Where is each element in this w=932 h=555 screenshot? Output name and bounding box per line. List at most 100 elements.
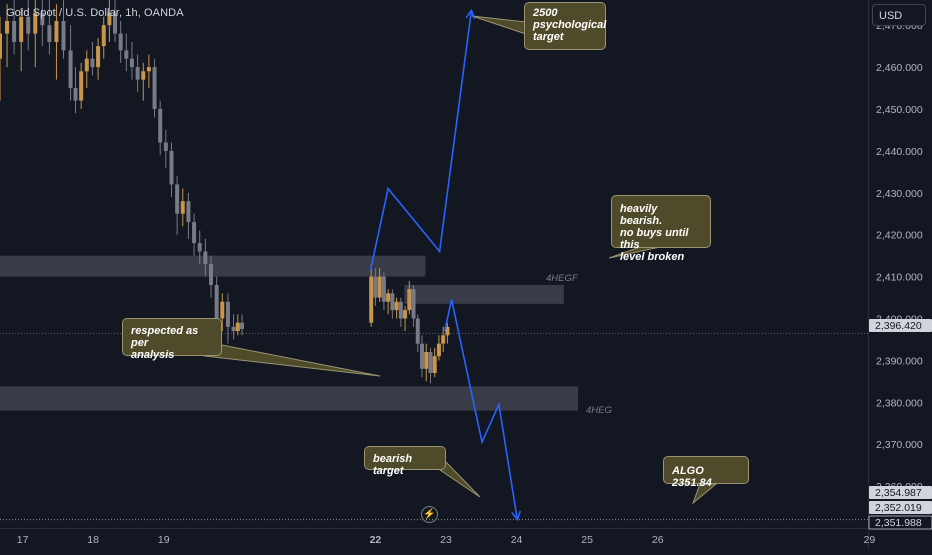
projection-layer (369, 8, 522, 522)
candle-body (175, 184, 180, 214)
candle-body (186, 201, 191, 223)
candle-body (381, 276, 386, 302)
candle-body (209, 264, 214, 285)
x-tick-label: 25 (581, 534, 593, 546)
price-axis: 2,360.0002,370.0002,380.0002,390.0002,40… (868, 0, 932, 550)
y-tick-label: 2,460.000 (876, 62, 923, 74)
x-tick-label: 24 (511, 534, 523, 546)
candle (403, 305, 408, 332)
candle (390, 289, 395, 319)
candle-body (163, 142, 168, 151)
candle (68, 25, 73, 101)
price-tag-label: 2,354.987 (875, 487, 922, 499)
candle (186, 192, 191, 239)
time-axis: 17 18 19 22 23 24 25 26 29 (0, 528, 875, 546)
candle-body (235, 322, 240, 332)
y-tick-label: 2,370.000 (876, 439, 923, 451)
candle-body (203, 251, 208, 265)
candle-body (141, 71, 146, 80)
pointer-respected (203, 344, 381, 377)
candle-body (214, 284, 219, 319)
candle-body (411, 289, 416, 319)
candle-body (169, 150, 174, 185)
candle-body (73, 88, 78, 101)
candle-body (220, 301, 225, 319)
price-tag-3 (868, 515, 932, 530)
candle (220, 293, 225, 332)
zone-4HEGF (404, 284, 564, 304)
price-tag-0 (869, 319, 932, 332)
candle-body (240, 322, 245, 329)
candle (386, 289, 391, 315)
candle-body (394, 301, 399, 311)
candle (90, 41, 95, 76)
candle-body (432, 356, 437, 373)
candle (107, 0, 112, 42)
candle (441, 326, 446, 353)
candle (158, 100, 163, 156)
price-tag-2 (869, 501, 932, 514)
price-tag-1 (869, 486, 932, 499)
candle (163, 129, 168, 168)
candle-body (12, 21, 17, 42)
candle (377, 268, 382, 302)
y-tick-label: 2,410.000 (876, 272, 923, 284)
candle (381, 272, 386, 311)
candle-body (192, 222, 197, 244)
candle (26, 0, 31, 51)
candle (432, 347, 437, 378)
pointer-algo (691, 483, 718, 505)
candle (118, 21, 123, 63)
projection-bearish-path (443, 299, 519, 520)
y-tick-label: 2,390.000 (876, 355, 923, 367)
callout-pointers (203, 15, 718, 505)
candle (394, 297, 399, 319)
candle-body (79, 71, 84, 101)
lightning-icon[interactable]: ⚡ (421, 506, 438, 523)
candle (54, 4, 59, 80)
candle-body (436, 343, 441, 357)
candle (73, 67, 78, 114)
candle-body (118, 33, 123, 51)
candle (225, 293, 230, 344)
candle (169, 142, 174, 197)
candle (0, 16, 2, 101)
candle-body (373, 276, 378, 298)
candle-body (68, 50, 73, 89)
currency-button[interactable]: USD (872, 4, 926, 26)
callout-2500-target: 2500 psychological target (524, 2, 606, 50)
candle-body (407, 289, 412, 311)
candle-body (0, 33, 2, 59)
candle (19, 8, 24, 72)
candle (96, 37, 101, 80)
x-tick-label: 23 (440, 534, 452, 546)
candle (240, 314, 245, 336)
candle (415, 314, 420, 353)
y-tick-label: 2,430.000 (876, 188, 923, 200)
candle (5, 4, 10, 68)
price-axis-bg (868, 0, 932, 550)
price-tag-label: 2,351.988 (875, 517, 922, 529)
candle (398, 297, 403, 327)
candle-body (146, 67, 151, 72)
candle-body (158, 109, 163, 143)
candle-body (369, 276, 374, 323)
zone-label-4heg: 4HEG (586, 405, 612, 416)
callout-bearish-target: bearish target (364, 446, 446, 477)
candle-body (398, 301, 403, 319)
candle-body (124, 50, 129, 59)
candle (192, 213, 197, 256)
candle (33, 0, 38, 68)
candle (411, 284, 416, 327)
x-tick-label: 26 (652, 534, 664, 546)
price-tag-label: 2,352.019 (875, 502, 922, 514)
candle (84, 50, 89, 89)
candle (12, 0, 17, 55)
candle-body (33, 12, 38, 34)
candle-body (424, 352, 429, 369)
candle-body (420, 343, 425, 369)
candle-body (129, 58, 134, 68)
candle (203, 238, 208, 277)
